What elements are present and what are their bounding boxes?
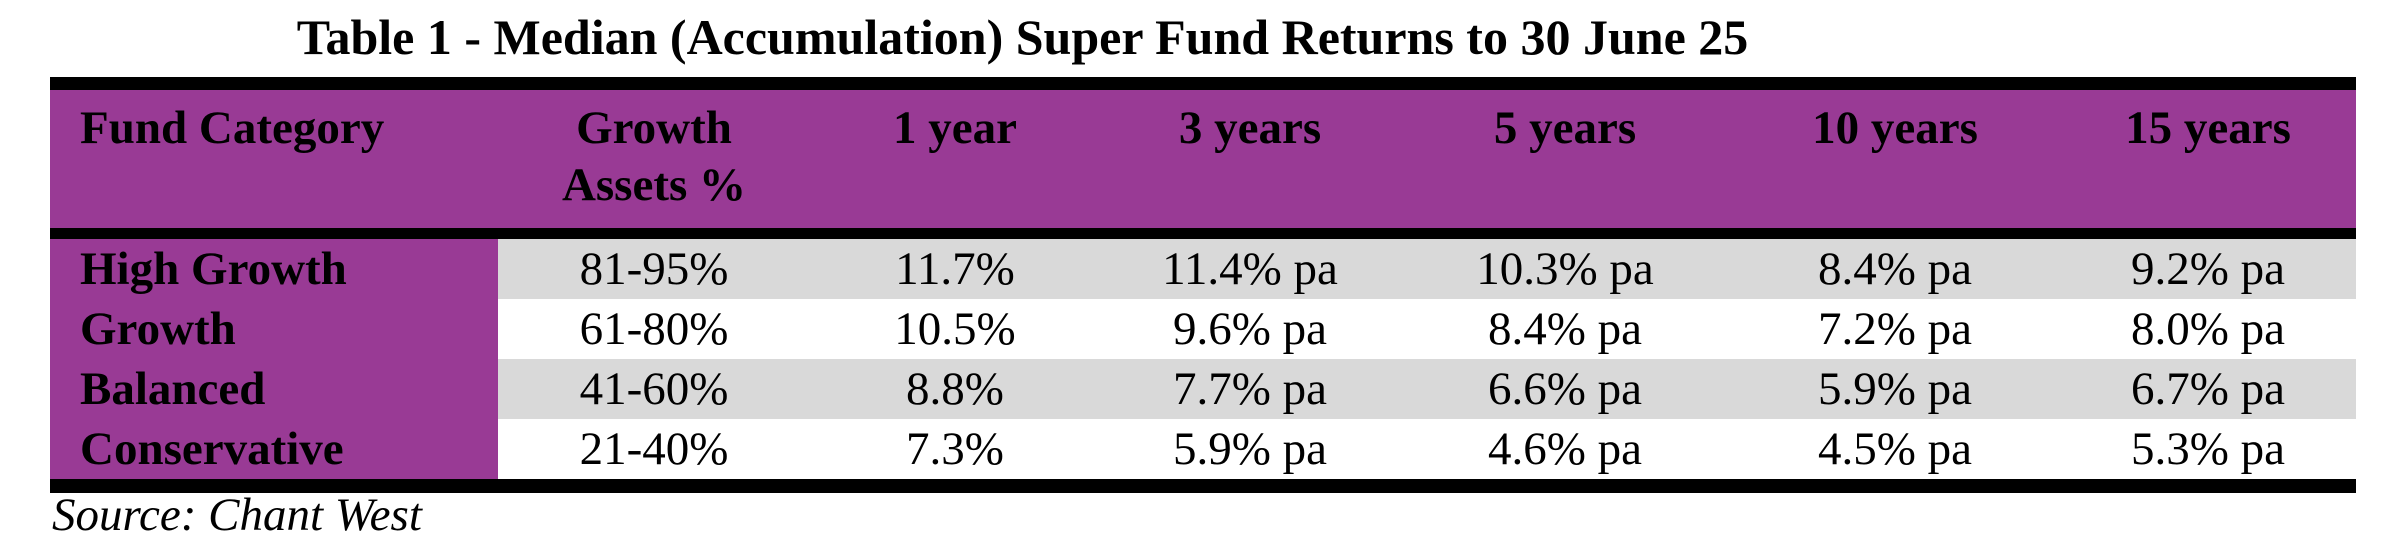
data-cell: 21-40%: [498, 419, 810, 486]
header-cell-growth-assets: Growth Assets %: [498, 83, 810, 239]
category-cell: High Growth: [50, 233, 498, 299]
data-cell: 9.2% pa: [2060, 233, 2356, 299]
table-header-row: Fund Category Growth Assets % 1 year 3 y…: [50, 83, 2356, 239]
source-note: Source: Chant West: [52, 489, 422, 541]
data-cell: 8.4% pa: [1730, 233, 2060, 299]
data-cell: 5.9% pa: [1100, 419, 1400, 486]
data-cell: 5.9% pa: [1730, 359, 2060, 419]
data-cell: 6.7% pa: [2060, 359, 2356, 419]
header-cell-5-years: 5 years: [1400, 83, 1730, 239]
table-row-balanced: Balanced 41-60% 8.8% 7.7% pa 6.6% pa 5.9…: [50, 359, 2356, 419]
header-cell-1-year: 1 year: [810, 83, 1100, 239]
data-cell: 11.7%: [810, 233, 1100, 299]
data-cell: 7.7% pa: [1100, 359, 1400, 419]
data-cell: 81-95%: [498, 233, 810, 299]
data-cell: 8.8%: [810, 359, 1100, 419]
data-cell: 41-60%: [498, 359, 810, 419]
data-cell: 10.5%: [810, 299, 1100, 359]
data-cell: 7.2% pa: [1730, 299, 2060, 359]
super-fund-returns-table: Fund Category Growth Assets % 1 year 3 y…: [50, 77, 2356, 493]
data-cell: 11.4% pa: [1100, 233, 1400, 299]
data-cell: 4.5% pa: [1730, 419, 2060, 486]
category-cell: Growth: [50, 299, 498, 359]
page-title: Table 1 - Median (Accumulation) Super Fu…: [296, 9, 1749, 65]
data-cell: 5.3% pa: [2060, 419, 2356, 486]
data-cell: 6.6% pa: [1400, 359, 1730, 419]
category-cell: Conservative: [50, 419, 498, 486]
data-cell: 61-80%: [498, 299, 810, 359]
data-cell: 4.6% pa: [1400, 419, 1730, 486]
data-cell: 7.3%: [810, 419, 1100, 486]
table-row-high-growth: High Growth 81-95% 11.7% 11.4% pa 10.3% …: [50, 233, 2356, 299]
header-cell-10-years: 10 years: [1730, 83, 2060, 239]
header-cell-3-years: 3 years: [1100, 83, 1400, 239]
data-cell: 9.6% pa: [1100, 299, 1400, 359]
header-cell-fund-category: Fund Category: [50, 83, 498, 239]
data-cell: 8.4% pa: [1400, 299, 1730, 359]
table-row-growth: Growth 61-80% 10.5% 9.6% pa 8.4% pa 7.2%…: [50, 299, 2356, 359]
data-cell: 8.0% pa: [2060, 299, 2356, 359]
category-cell: Balanced: [50, 359, 498, 419]
table-row-conservative: Conservative 21-40% 7.3% 5.9% pa 4.6% pa…: [50, 419, 2356, 486]
header-cell-15-years: 15 years: [2060, 83, 2356, 239]
data-cell: 10.3% pa: [1400, 233, 1730, 299]
